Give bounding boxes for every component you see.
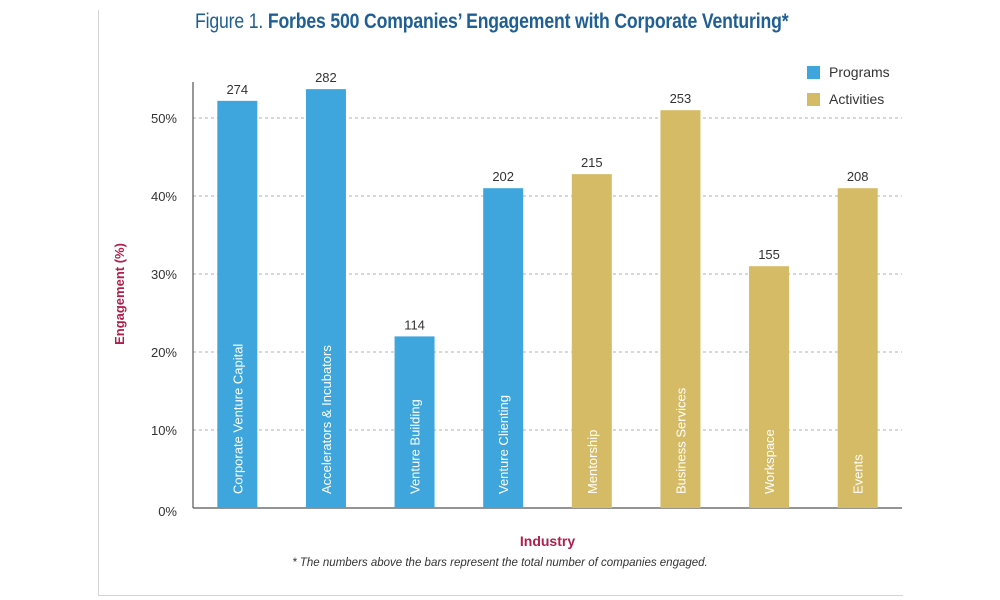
legend: Programs Activities bbox=[807, 64, 890, 107]
bar-category-label: Mentorship bbox=[585, 430, 600, 494]
bar-category-label: Venture Building bbox=[408, 399, 423, 494]
y-axis-ticks: 0% 10% 20% 30% 40% 50% bbox=[151, 111, 177, 519]
bar-data-label: 155 bbox=[758, 247, 780, 262]
y-tick-label: 30% bbox=[151, 267, 177, 282]
bar bbox=[394, 336, 435, 508]
figure-prefix: Figure 1. bbox=[195, 10, 264, 33]
bar bbox=[749, 266, 790, 508]
bar-data-label: 215 bbox=[581, 155, 603, 170]
bar-category-label: Business Services bbox=[673, 387, 688, 494]
bar-group: 155 Workspace bbox=[749, 247, 790, 508]
bar-category-label: Events bbox=[851, 454, 866, 494]
bar-group: 202 Venture Clienting bbox=[483, 169, 524, 508]
bar bbox=[483, 188, 524, 508]
figure-title: Figure 1. Forbes 500 Companies’ Engageme… bbox=[195, 10, 789, 34]
legend-label: Programs bbox=[829, 64, 890, 80]
bar-data-label: 253 bbox=[670, 91, 692, 106]
frame-left-border bbox=[98, 10, 99, 595]
bars: 274 Corporate Venture Capital 282 Accelerat… bbox=[217, 70, 878, 508]
bar-data-label: 114 bbox=[404, 317, 425, 332]
bar-group: 215 Mentorship bbox=[571, 155, 612, 508]
legend-swatch bbox=[807, 93, 820, 106]
bar bbox=[217, 100, 258, 508]
bar-group: 114 Venture Building bbox=[394, 317, 435, 508]
bar-group: 274 Corporate Venture Capital bbox=[217, 82, 258, 508]
y-axis-title: Engagement (%) bbox=[112, 243, 127, 345]
bar-category-label: Workspace bbox=[762, 429, 777, 494]
bar-category-label: Accelerators & Incubators bbox=[319, 345, 334, 494]
bar-data-label: 202 bbox=[492, 169, 514, 184]
figure-title-text: Forbes 500 Companies’ Engagement with Co… bbox=[267, 10, 789, 33]
y-tick-label: 10% bbox=[151, 423, 177, 438]
bar-data-label: 208 bbox=[847, 169, 869, 184]
gridlines bbox=[193, 117, 902, 431]
bar-category-label: Venture Clienting bbox=[496, 395, 511, 494]
x-axis-title: Industry bbox=[520, 533, 575, 549]
bar-group: 282 Accelerators & Incubators bbox=[305, 70, 346, 508]
bar bbox=[571, 174, 612, 508]
y-tick-label: 20% bbox=[151, 345, 177, 360]
bar bbox=[837, 188, 878, 508]
bar-category-label: Corporate Venture Capital bbox=[230, 344, 245, 494]
legend-label: Activities bbox=[829, 91, 884, 107]
bar-data-label: 282 bbox=[315, 70, 337, 85]
y-tick-label: 40% bbox=[151, 189, 177, 204]
bar-group: 253 Business Services bbox=[660, 91, 701, 508]
legend-swatch bbox=[807, 66, 820, 79]
bar bbox=[660, 110, 701, 508]
bar-group: 208 Events bbox=[837, 169, 878, 508]
frame-bottom-border bbox=[98, 595, 903, 596]
bar bbox=[305, 89, 346, 508]
footnote: * The numbers above the bars represent t… bbox=[292, 557, 708, 569]
y-tick-label: 0% bbox=[158, 504, 177, 519]
y-tick-label: 50% bbox=[151, 111, 177, 126]
bar-data-label: 274 bbox=[226, 82, 248, 97]
